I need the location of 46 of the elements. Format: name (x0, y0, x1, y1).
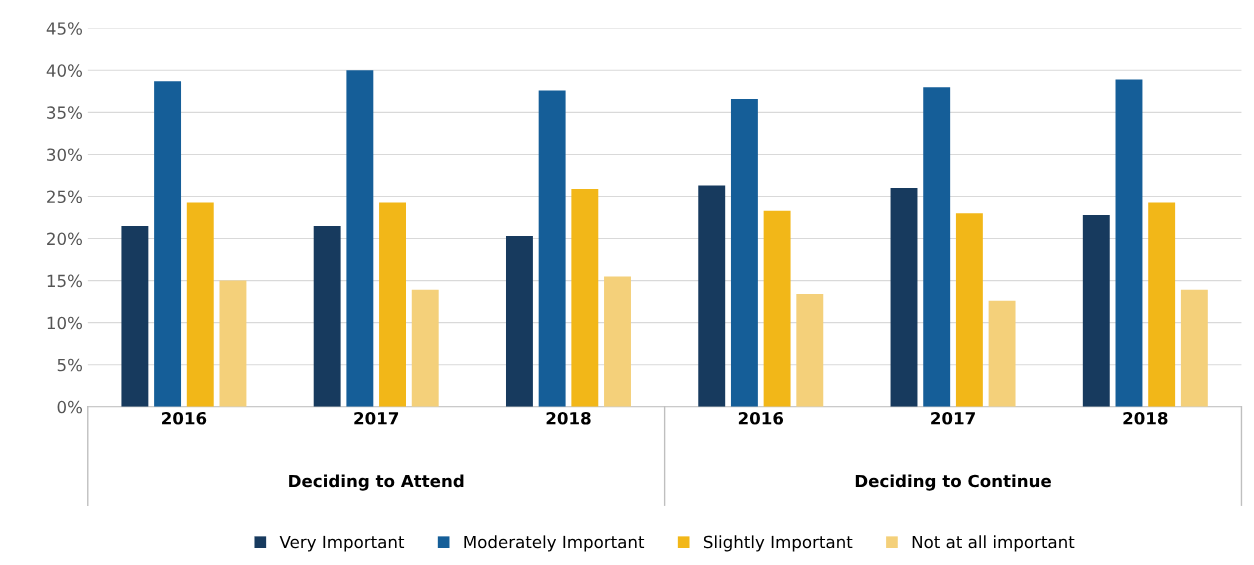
bar (890, 188, 918, 407)
y-tick-label: 45% (46, 22, 82, 35)
x-tick-label: 2016 (162, 411, 207, 425)
bar (346, 70, 374, 407)
y-tick-label: 15% (47, 274, 82, 288)
legend-label: Very Important (279, 535, 405, 552)
bar (1115, 79, 1143, 407)
bar (796, 294, 824, 407)
y-tick-label: 0% (57, 400, 82, 414)
y-tick-label: 10% (47, 316, 82, 330)
y-tick-label: 5% (57, 358, 82, 372)
bar (313, 225, 341, 407)
bar (571, 188, 599, 407)
bar (730, 98, 758, 407)
y-tick-label: 40% (46, 64, 82, 77)
y-tick-label: 35% (47, 106, 82, 119)
bar (955, 213, 983, 407)
x-tick-label: 2016 (738, 411, 784, 425)
bar (988, 300, 1016, 407)
y-tick-label: 20% (47, 232, 82, 246)
y-tick-label: 25% (47, 190, 82, 204)
text: Deciding to Attend (289, 474, 464, 491)
bar (1082, 215, 1110, 407)
x-tick-label: 2018 (1123, 411, 1168, 425)
bar (505, 236, 533, 407)
bar (154, 81, 182, 407)
bar (379, 202, 406, 407)
bar (763, 210, 791, 407)
bar (219, 280, 247, 407)
bar (121, 225, 149, 407)
x-tick-label: 2017 (354, 411, 399, 425)
legend-label: Not at all important (912, 535, 1075, 552)
text: Deciding to Continue (855, 474, 1051, 491)
bar (411, 289, 439, 407)
bar (923, 87, 951, 407)
y-tick-label: 30% (47, 148, 82, 161)
bar (1180, 289, 1208, 407)
bar (538, 90, 566, 407)
bar (604, 276, 631, 407)
x-tick-label: 2018 (546, 411, 591, 425)
legend-label: Moderately Important (464, 535, 645, 552)
bar (698, 185, 726, 407)
legend-label: Slightly Important (703, 535, 853, 552)
bar (1148, 202, 1176, 407)
bar (186, 202, 214, 407)
x-tick-label: 2017 (931, 411, 975, 425)
